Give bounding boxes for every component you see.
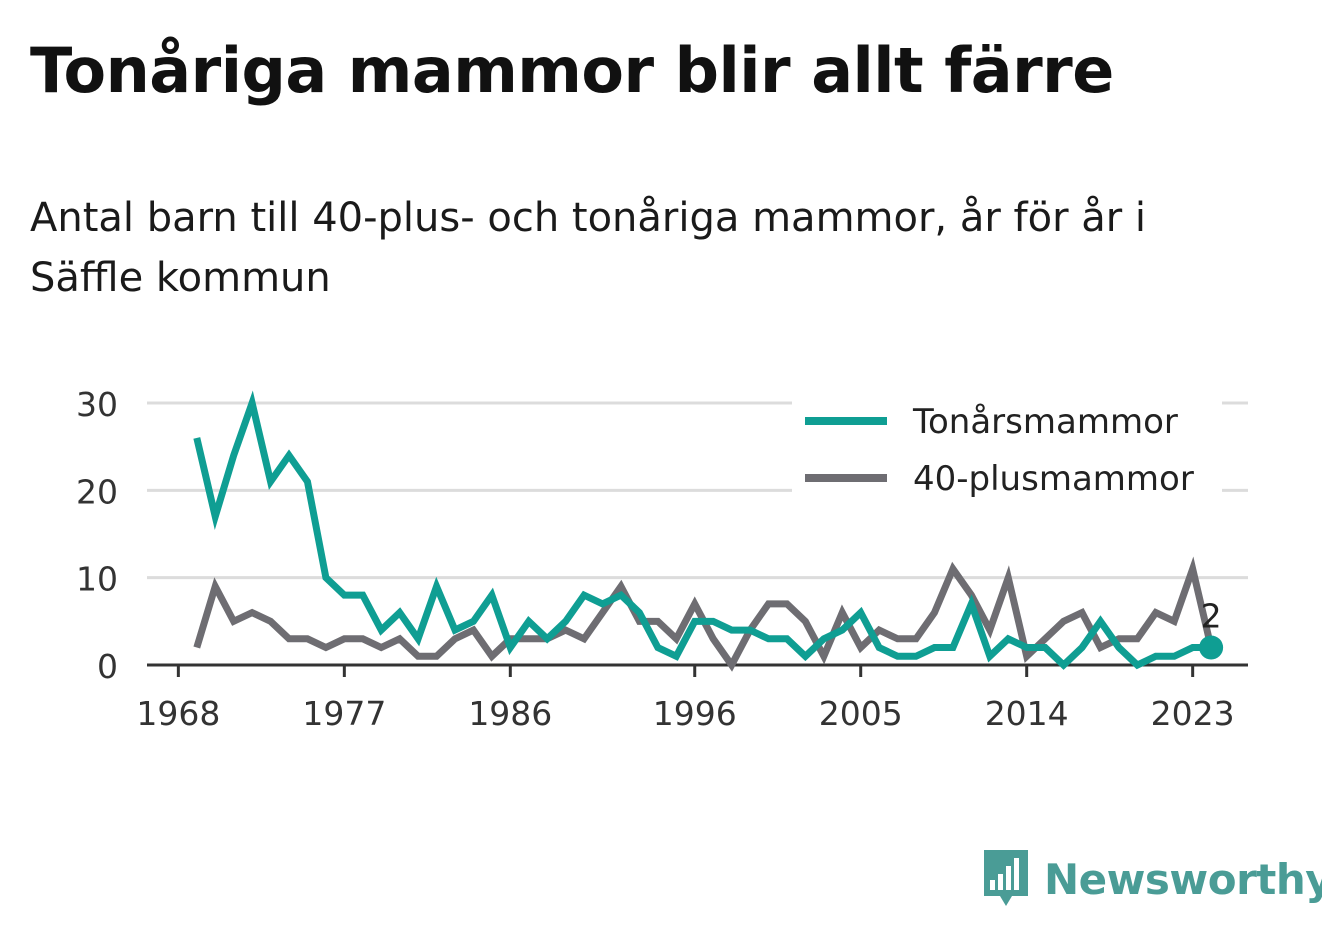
x-tick-label: 1996 <box>653 694 737 733</box>
brand-name: Newsworthy <box>1044 854 1322 904</box>
legend: Tonårsmammor 40-plusmammor <box>792 392 1222 502</box>
newsworthy-logo: Newsworthy <box>980 848 1322 910</box>
series-line-ton-rsmammor <box>193 390 1212 670</box>
y-tick-label: 10 <box>76 560 118 599</box>
x-tick-label: 2014 <box>985 694 1069 733</box>
series-line-40-plusmammor <box>193 556 1215 672</box>
end-value-label: 2 <box>1201 597 1222 636</box>
chart-title: Tonåriga mammor blir allt färre <box>30 34 1114 107</box>
legend-label: 40-plusmammor <box>913 459 1194 499</box>
y-tick-label: 0 <box>97 647 118 686</box>
axes: 0 10 20 30 1968 1977 1986 1996 2005 2014 2023 <box>76 385 1248 733</box>
x-tick-label: 1968 <box>136 694 220 733</box>
x-tick-label: 1986 <box>468 694 552 733</box>
y-tick-label: 30 <box>76 385 118 424</box>
chart-subtitle: Antal barn till 40-plus- och tonåriga ma… <box>30 195 1147 301</box>
y-tick-label: 20 <box>76 472 118 511</box>
x-tick-label: 2023 <box>1151 694 1235 733</box>
legend-background <box>792 392 1222 502</box>
series-lines: 2 <box>193 390 1224 672</box>
bar-chart-speech-bubble-icon <box>984 850 1028 906</box>
end-point-marker <box>1199 635 1224 660</box>
legend-label: Tonårsmammor <box>912 402 1178 442</box>
x-tick-label: 2005 <box>819 694 903 733</box>
x-tick-label: 1977 <box>302 694 386 733</box>
